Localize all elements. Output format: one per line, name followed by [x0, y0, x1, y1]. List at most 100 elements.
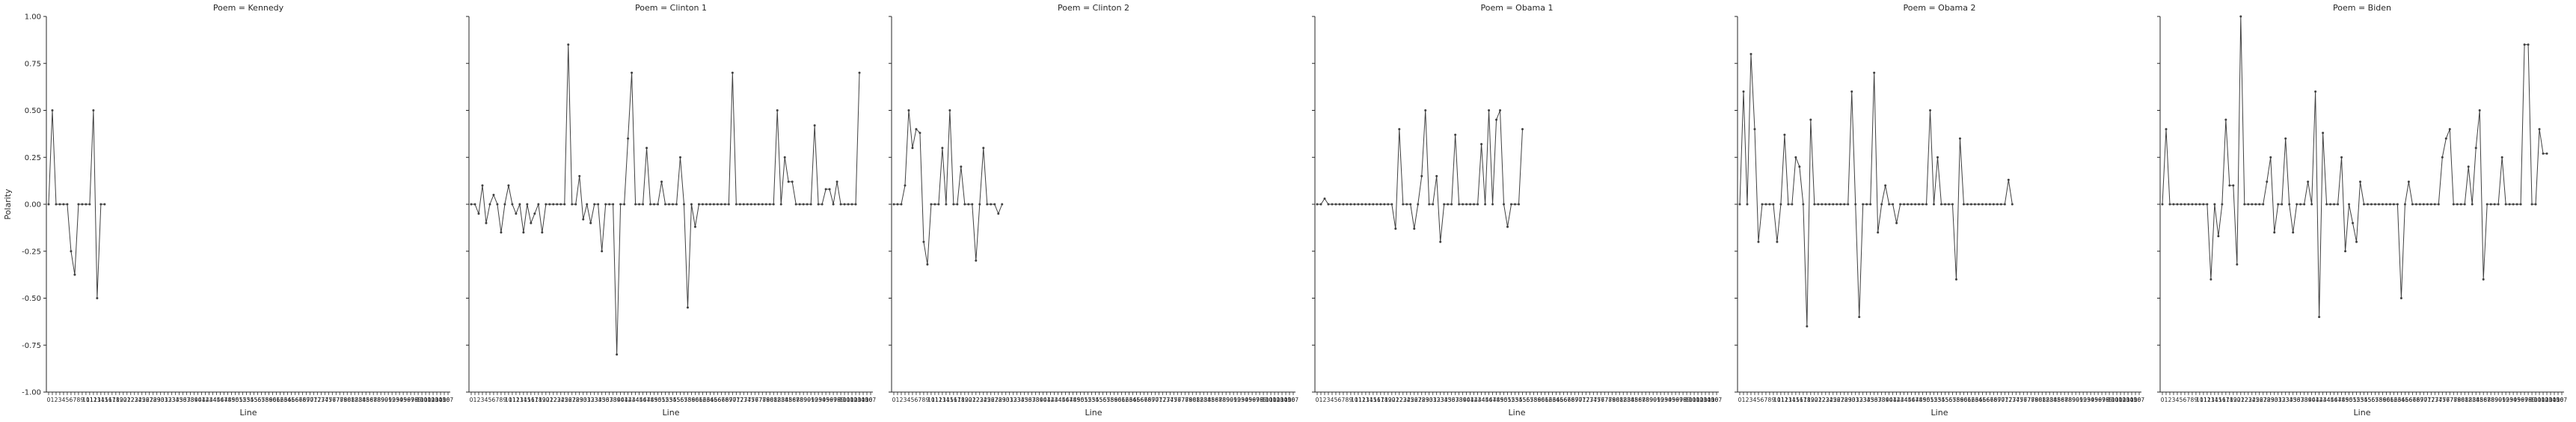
data-point: [686, 306, 689, 309]
data-point: [559, 203, 562, 206]
data-point: [847, 203, 850, 206]
x-tick-label: 46: [217, 397, 224, 403]
data-point: [488, 203, 491, 206]
x-tick-label: 90: [2494, 397, 2502, 403]
x-tick-label: 66: [1137, 397, 1144, 403]
x-tick-label: 2: [900, 397, 904, 403]
x-tick-label: 62: [699, 397, 707, 403]
data-point: [731, 71, 734, 74]
x-tick-label: 15: [2215, 397, 2222, 403]
x-tick-label: 98: [2102, 397, 2109, 403]
data-point: [2314, 90, 2317, 93]
x-tick-label: 14: [520, 397, 527, 403]
data-point: [2161, 203, 2164, 206]
data-point: [2444, 137, 2447, 140]
facet-panel-2: Poem = Clinton 20 1 2 3 4 5 6 7 8 910111213141516…: [889, 3, 1298, 418]
x-tick-label: 43: [206, 397, 213, 403]
x-tick-label: 74: [2435, 397, 2443, 403]
data-point: [1962, 203, 1965, 206]
data-point: [1521, 128, 1524, 131]
x-tick-label: 92: [2502, 397, 2509, 403]
data-point: [1809, 118, 1812, 121]
x-tick-label: 32: [587, 397, 595, 403]
x-tick-label: 65: [288, 397, 295, 403]
x-tick-label: 10: [1773, 397, 1781, 403]
data-point: [1432, 203, 1435, 206]
x-tick-label: 26: [1833, 397, 1841, 403]
x-tick-label: 5: [2180, 397, 2183, 403]
x-tick-label: 81: [1616, 397, 1623, 403]
data-point: [2399, 297, 2402, 299]
x-tick-label: 97: [1675, 397, 1683, 403]
x-tick-label: 74: [1590, 397, 1598, 403]
x-tick-label: 51: [658, 397, 666, 403]
x-tick-label: 74: [744, 397, 752, 403]
x-tick-label: 95: [2513, 397, 2521, 403]
x-tick-label: 21: [969, 397, 976, 403]
x-tick-label: 55: [1942, 397, 1949, 403]
x-tick-label: 24: [1403, 397, 1411, 403]
x-tick-label: 15: [1370, 397, 1377, 403]
x-tick-label: 98: [411, 397, 418, 403]
data-point: [619, 203, 622, 206]
data-point: [1899, 203, 1902, 206]
data-point: [2187, 203, 2190, 206]
x-tick-label: 94: [818, 397, 826, 403]
x-tick-label: 39: [1036, 397, 1043, 403]
x-tick-label: 59: [2379, 397, 2387, 403]
x-axis-label: Line: [2354, 408, 2371, 418]
x-tick-label: 59: [1111, 397, 1118, 403]
x-tick-label: 51: [2349, 397, 2357, 403]
x-tick-label: 75: [748, 397, 755, 403]
x-tick-label: 25: [2252, 397, 2260, 403]
data-point: [623, 203, 626, 206]
x-tick-label: 80: [766, 397, 773, 403]
data-point: [945, 203, 948, 206]
x-tick-label: 72: [314, 397, 322, 403]
data-point: [779, 203, 782, 206]
data-point: [705, 203, 708, 206]
x-tick-label: 95: [2091, 397, 2098, 403]
data-point: [1319, 203, 1322, 206]
data-point: [507, 184, 510, 187]
data-point: [1914, 203, 1917, 206]
x-tick-label: 101: [2534, 397, 2545, 403]
x-tick-label: 23: [976, 397, 984, 403]
data-point: [578, 174, 581, 177]
x-tick-label: 14: [97, 397, 105, 403]
data-point: [757, 203, 760, 206]
data-point: [2329, 203, 2332, 206]
x-tick-label: 81: [770, 397, 777, 403]
data-point: [545, 203, 548, 206]
data-point: [2325, 203, 2328, 206]
x-tick-label: 49: [651, 397, 658, 403]
x-tick-label: 87: [369, 397, 377, 403]
x-tick-label: 74: [1167, 397, 1174, 403]
data-point: [1491, 203, 1494, 206]
panel-title: Poem = Obama 2: [1904, 3, 1976, 13]
x-tick-label: 28: [995, 397, 1002, 403]
x-tick-label: 37: [1874, 397, 1882, 403]
x-tick-label: 18: [112, 397, 120, 403]
x-tick-label: 107: [865, 397, 877, 403]
x-tick-label: 46: [1908, 397, 1916, 403]
data-point: [1398, 128, 1401, 131]
data-point: [70, 250, 73, 253]
data-point: [2407, 180, 2410, 183]
x-tick-label: 101: [420, 397, 432, 403]
x-tick-label: 81: [1192, 397, 1200, 403]
data-point: [1999, 203, 2002, 206]
x-tick-label: 52: [2353, 397, 2361, 403]
x-tick-label: 56: [2368, 397, 2376, 403]
x-tick-label: 38: [1032, 397, 1040, 403]
x-tick-label: 60: [2383, 397, 2391, 403]
x-tick-label: 26: [1411, 397, 1418, 403]
x-tick-label: 55: [1519, 397, 1527, 403]
x-tick-label: 92: [1657, 397, 1664, 403]
x-tick-label: 46: [640, 397, 647, 403]
x-tick-label: 96: [1248, 397, 1256, 403]
x-tick-label: 57: [681, 397, 688, 403]
data-point: [62, 203, 65, 206]
data-point: [735, 203, 737, 206]
x-tick-label: 10: [82, 397, 90, 403]
